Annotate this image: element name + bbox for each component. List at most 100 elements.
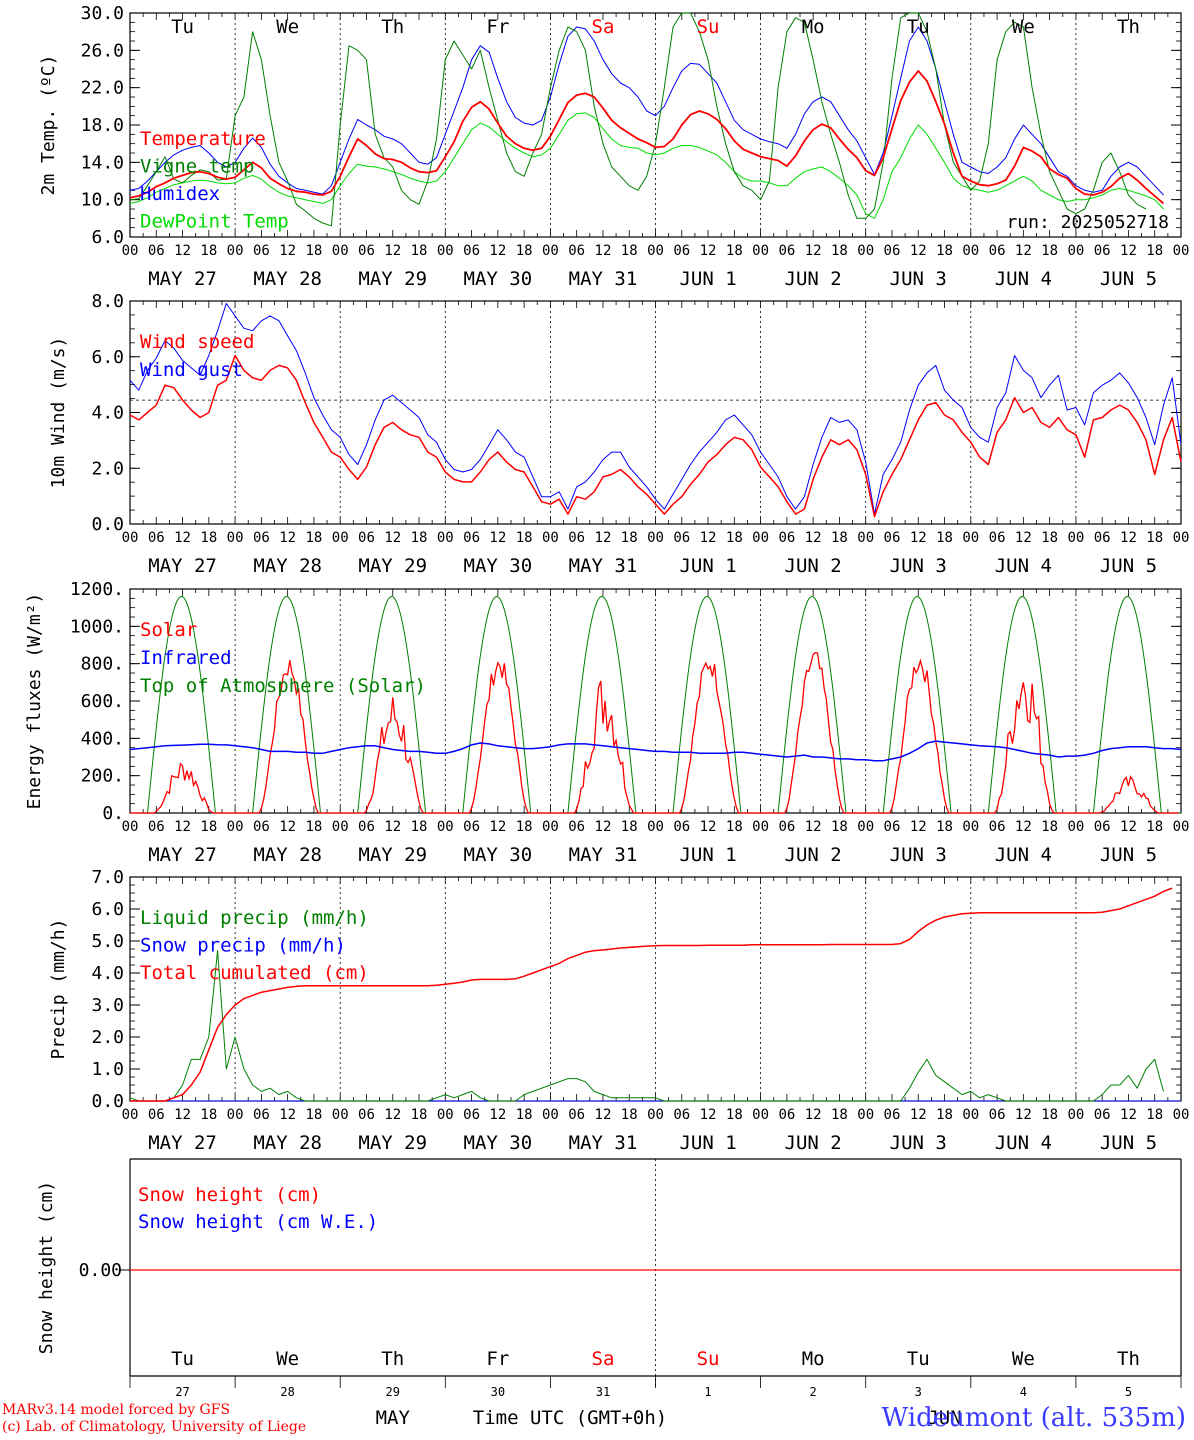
- hour-tick-label: 12: [174, 819, 191, 835]
- hour-tick-label: 12: [489, 819, 506, 835]
- hour-tick-label: 12: [595, 243, 612, 259]
- hour-tick-label: 06: [568, 243, 585, 259]
- hour-tick-label: 00: [857, 1107, 874, 1123]
- hour-tick-label: 12: [1120, 530, 1137, 546]
- hour-tick-label: 12: [805, 1107, 822, 1123]
- hour-tick-label: 18: [516, 530, 533, 546]
- date-label: JUN 3: [890, 268, 947, 290]
- hour-tick-label: 18: [831, 819, 848, 835]
- hour-tick-label: 06: [673, 530, 690, 546]
- hour-tick-label: 18: [305, 1107, 322, 1123]
- hour-tick-label: 18: [831, 243, 848, 259]
- date-label: JUN 1: [679, 268, 736, 290]
- hour-tick-label: 12: [595, 819, 612, 835]
- hour-tick-label: 12: [595, 1107, 612, 1123]
- hour-tick-label: 06: [884, 819, 901, 835]
- hour-tick-label: 12: [805, 243, 822, 259]
- hour-tick-label: 00: [647, 819, 664, 835]
- hour-tick-label: 12: [279, 243, 296, 259]
- y-tick-label: 26.0: [81, 40, 124, 61]
- day-number-label: 27: [175, 1385, 189, 1399]
- y-tick-label: 4.0: [91, 403, 124, 424]
- hour-tick-label: 18: [726, 819, 743, 835]
- hour-tick-label: 06: [568, 1107, 585, 1123]
- date-label: JUN 3: [890, 555, 947, 577]
- y-tick-label: 2.0: [91, 1027, 124, 1048]
- hour-tick-label: 18: [411, 1107, 428, 1123]
- hour-tick-label: 12: [1120, 243, 1137, 259]
- weekday-label: Su: [697, 16, 720, 38]
- hour-tick-label: 18: [200, 1107, 217, 1123]
- hour-tick-label: 18: [1146, 1107, 1163, 1123]
- date-label: JUN 2: [785, 844, 842, 866]
- hour-tick-label: 00: [542, 1107, 559, 1123]
- weekday-label: Mo: [802, 16, 825, 38]
- day-number-label: 1: [704, 1385, 711, 1399]
- hour-tick-label: 18: [516, 243, 533, 259]
- hour-tick-label: 18: [411, 243, 428, 259]
- day-number-label: 28: [280, 1385, 294, 1399]
- date-label: JUN 5: [1100, 844, 1157, 866]
- hour-tick-label: 18: [1146, 819, 1163, 835]
- hour-tick-label: 12: [384, 530, 401, 546]
- hour-tick-label: 12: [279, 530, 296, 546]
- legend-entry: Top of Atmosphere (Solar): [140, 675, 426, 697]
- month-label-jun: JUN: [927, 1407, 961, 1429]
- legend-entry: Snow height (cm): [138, 1184, 321, 1206]
- hour-tick-label: 00: [227, 243, 244, 259]
- y-tick-label: 6.0: [91, 899, 124, 920]
- hour-tick-label: 06: [673, 243, 690, 259]
- weekday-label: Th: [1117, 16, 1140, 38]
- date-label: MAY 31: [569, 555, 638, 577]
- hour-tick-label: 06: [253, 530, 270, 546]
- hour-tick-label: 06: [884, 1107, 901, 1123]
- hour-tick-label: 18: [1041, 530, 1058, 546]
- hour-tick-label: 18: [200, 243, 217, 259]
- weekday-label: Tu: [171, 16, 194, 38]
- hour-tick-label: 06: [148, 1107, 165, 1123]
- hour-tick-label: 06: [1094, 243, 1111, 259]
- day-number-label: 3: [915, 1385, 922, 1399]
- hour-tick-label: 12: [805, 819, 822, 835]
- weekday-label: Fr: [486, 1348, 509, 1370]
- x-axis-label: Time UTC (GMT+0h): [473, 1407, 667, 1429]
- date-label: MAY 28: [253, 555, 322, 577]
- legend-entry: Solar: [140, 619, 197, 641]
- hour-tick-label: 00: [1067, 819, 1084, 835]
- hour-tick-label: 18: [621, 530, 638, 546]
- date-label: MAY 30: [464, 268, 533, 290]
- hour-tick-label: 18: [200, 530, 217, 546]
- date-label: JUN 1: [679, 1132, 736, 1154]
- hour-tick-label: 18: [200, 819, 217, 835]
- hour-tick-label: 18: [936, 530, 953, 546]
- date-label: JUN 3: [890, 844, 947, 866]
- hour-tick-label: 00: [437, 530, 454, 546]
- y-tick-label: 22.0: [81, 78, 124, 99]
- y-tick-label: 5.0: [91, 931, 124, 952]
- y-tick-label: 400.: [81, 728, 124, 749]
- hour-tick-label: 00: [752, 530, 769, 546]
- day-number-label: 29: [386, 1385, 400, 1399]
- y-tick-label: 800.: [81, 654, 124, 675]
- hour-tick-label: 06: [148, 819, 165, 835]
- hour-tick-label: 18: [516, 819, 533, 835]
- legend-entry: Total cumulated (cm): [140, 962, 369, 984]
- y-tick-label: 0.0: [91, 1091, 124, 1112]
- series-liquid-precip: [129, 950, 1164, 1102]
- hour-tick-label: 00: [437, 819, 454, 835]
- date-label: MAY 29: [358, 555, 427, 577]
- day-number-label: 5: [1125, 1385, 1132, 1399]
- hour-tick-label: 00: [437, 1107, 454, 1123]
- date-label: MAY 27: [148, 268, 217, 290]
- hour-tick-label: 18: [726, 530, 743, 546]
- hour-tick-label: 12: [1015, 819, 1032, 835]
- hour-tick-label: 06: [778, 819, 795, 835]
- y-tick-label: 18.0: [81, 115, 124, 136]
- hour-tick-label: 06: [253, 243, 270, 259]
- month-label-may: MAY: [376, 1407, 411, 1429]
- series-dewpoint-temp: [129, 112, 1164, 219]
- y-tick-label: 14.0: [81, 152, 124, 173]
- hour-tick-label: 06: [884, 243, 901, 259]
- weekday-label: Th: [1117, 1348, 1140, 1370]
- panel-3-ylabel: Energy fluxes (W/m²): [24, 593, 45, 810]
